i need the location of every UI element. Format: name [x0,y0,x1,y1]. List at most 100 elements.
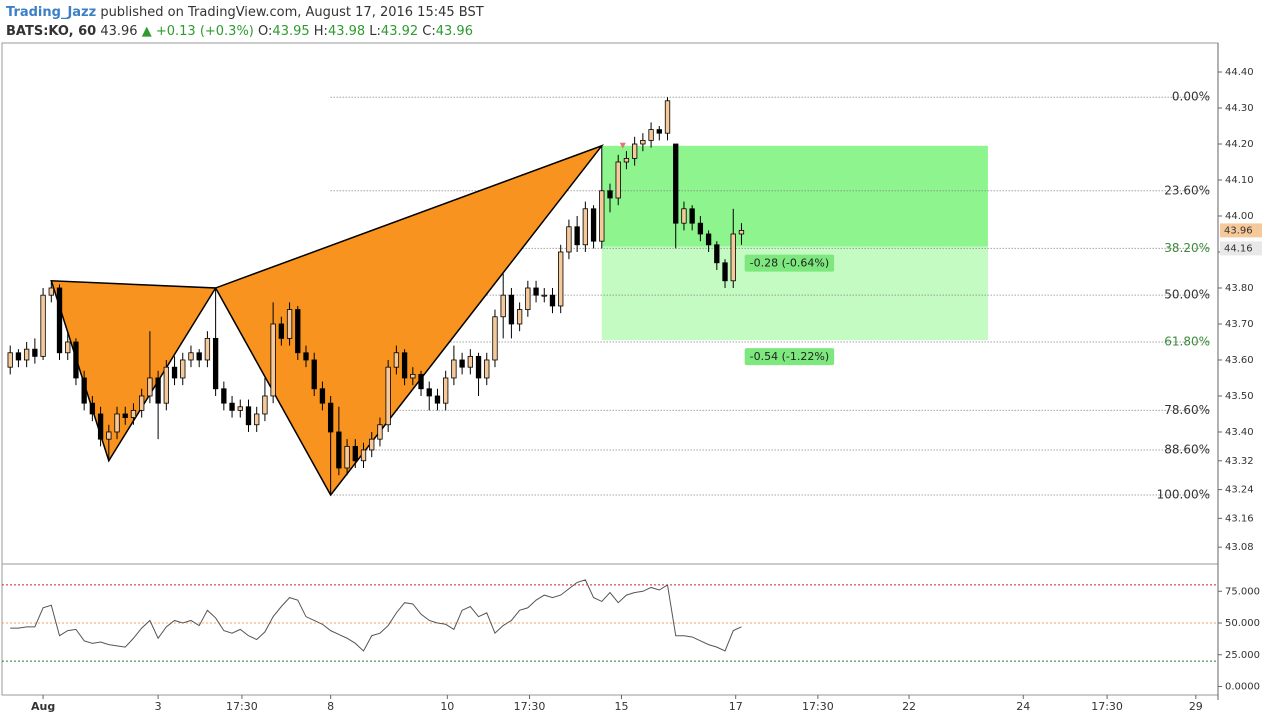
candle-body [738,229,745,235]
ohlc-v: 43.92 [380,24,419,39]
candle-body [97,413,104,440]
y-tick-label: 43.16 [1225,513,1254,524]
candle-body [212,337,219,390]
candle-body [533,287,539,296]
candle-body [722,262,728,282]
price-tag-bg [1220,223,1262,238]
candle-body [615,161,621,199]
pattern-triangle [50,279,217,463]
candle-body [245,406,252,426]
y-tick-label: 43.08 [1225,542,1254,553]
x-tick-label: 29 [1189,700,1203,713]
author-link[interactable]: Trading_Jazz [6,5,97,20]
candle-body [32,348,38,357]
x-tick-label: 3 [155,700,162,713]
x-tick-label: 17:30 [802,700,834,713]
candle-body [262,395,268,415]
candle-body [303,352,309,361]
candle-body [147,377,153,397]
candle-body [631,143,638,159]
candle-body [155,377,161,404]
candle-body [286,309,293,339]
x-tick-label: 17:30 [514,700,546,713]
candle-body [484,359,490,379]
candle-body [410,373,416,379]
fib-label: 61.80% [1164,334,1210,348]
candle-body [590,208,597,242]
candle-body [369,438,375,451]
candle-body [681,208,687,224]
candle-body [163,366,169,404]
candle-body [15,352,22,361]
candle-body [459,359,465,368]
y-tick-label: 43.80 [1225,283,1254,294]
target-label-bg [744,254,835,272]
last-price: 43.96 [100,24,138,39]
candle-body [640,139,646,145]
ohlc-v: 43.98 [327,24,366,39]
candle-body [516,309,523,325]
fib-label: 50.00% [1164,288,1210,302]
y-tick-label: 44.40 [1225,67,1254,78]
x-tick-label: Aug [31,700,55,713]
price-tag: 43.96 [1224,225,1253,236]
candle-body [278,323,285,339]
rsi-tick-label: 25.000 [1225,650,1260,661]
target-label: -0.28 (-0.64%) [750,257,829,270]
candle-body [607,190,613,199]
candle-body [500,294,506,318]
candle-body [730,233,736,282]
target-label: -0.54 (-1.22%) [750,350,829,363]
candle-body [106,431,112,440]
fib-label: 38.20% [1164,241,1210,255]
candle-body [401,352,408,379]
candle-body [426,388,432,397]
candle-body [566,226,572,253]
candle-body [237,406,243,411]
x-tick-label: 10 [440,700,454,713]
ohlc-v: 43.95 [272,24,310,39]
y-tick-label: 43.24 [1225,485,1254,496]
candle-body [81,377,87,404]
candle-body [582,208,589,246]
candle-body [623,157,630,163]
y-tick-label: 44.30 [1225,103,1254,114]
candle-body [574,226,580,246]
candle-body [492,316,498,361]
fib-label: 100.00% [1157,487,1210,501]
published-text: published on TradingView.com, August 17,… [96,5,484,20]
candle-body [689,208,695,224]
candle-body [130,409,137,418]
fib-label: 0.00% [1172,90,1210,104]
ohlc-k: L: [369,24,381,39]
candle-body [525,287,531,310]
candle-body [434,395,441,404]
candle-body [254,413,260,426]
rsi-tick-label: 50.000 [1225,618,1260,629]
rsi-tick-label: 75.000 [1225,586,1260,597]
candle-body [705,233,712,246]
ohlc-v: 43.96 [435,24,473,39]
candle-body [73,341,79,379]
y-tick-label: 43.70 [1225,319,1254,330]
candle-body [40,294,46,357]
candle-body [229,402,235,411]
candle-body [56,287,63,354]
x-tick-label: 22 [902,700,916,713]
fib-label: 23.60% [1164,183,1210,197]
x-tick-label: 17 [729,700,743,713]
candle-body [336,431,342,469]
candle-body [467,355,473,368]
ohlc-k: C: [422,24,436,39]
candle-body [541,294,547,297]
symbol: BATS:KO, 60 [6,24,97,39]
side-tag-bg [1220,241,1262,256]
x-tick-label: 8 [327,700,334,713]
candle-body [393,352,400,368]
candle-body [385,366,391,426]
x-tick-label: 17:30 [1091,700,1123,713]
x-tick-label: 15 [615,700,629,713]
candle-body [664,100,671,134]
